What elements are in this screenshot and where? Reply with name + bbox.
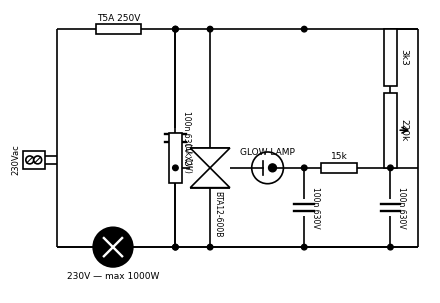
Circle shape	[301, 26, 307, 32]
Text: 100n 630V X2: 100n 630V X2	[182, 111, 191, 165]
Circle shape	[172, 165, 178, 171]
Text: 100n 630V: 100n 630V	[311, 187, 320, 228]
Circle shape	[207, 26, 213, 32]
Circle shape	[172, 26, 178, 32]
Bar	[96, 24, 141, 34]
Bar	[23, 151, 44, 169]
Text: 220k: 220k	[400, 119, 408, 141]
Polygon shape	[190, 148, 230, 168]
Text: 100n 630V: 100n 630V	[397, 187, 407, 228]
Text: 230Vac: 230Vac	[12, 145, 21, 175]
Text: BTA12-600B: BTA12-600B	[213, 191, 222, 237]
Text: GLOW LAMP: GLOW LAMP	[240, 148, 295, 157]
Text: 15k: 15k	[330, 152, 347, 161]
Circle shape	[93, 227, 133, 267]
Bar	[384, 29, 397, 86]
Circle shape	[301, 165, 307, 171]
Bar	[321, 163, 357, 173]
Circle shape	[207, 244, 213, 250]
Text: 230V — max 1000W: 230V — max 1000W	[67, 272, 159, 281]
Circle shape	[388, 165, 393, 171]
Circle shape	[172, 26, 178, 32]
Bar	[384, 92, 397, 168]
Circle shape	[172, 244, 178, 250]
Text: 3k3: 3k3	[400, 49, 408, 66]
Circle shape	[388, 244, 393, 250]
Circle shape	[268, 164, 276, 172]
Circle shape	[26, 156, 34, 164]
Circle shape	[172, 244, 178, 250]
Circle shape	[34, 156, 42, 164]
Circle shape	[252, 152, 283, 184]
Polygon shape	[190, 168, 230, 188]
Text: T5A 250V: T5A 250V	[97, 14, 140, 23]
Bar	[169, 133, 182, 183]
Text: (1k 1W): (1k 1W)	[183, 143, 192, 173]
Circle shape	[301, 244, 307, 250]
